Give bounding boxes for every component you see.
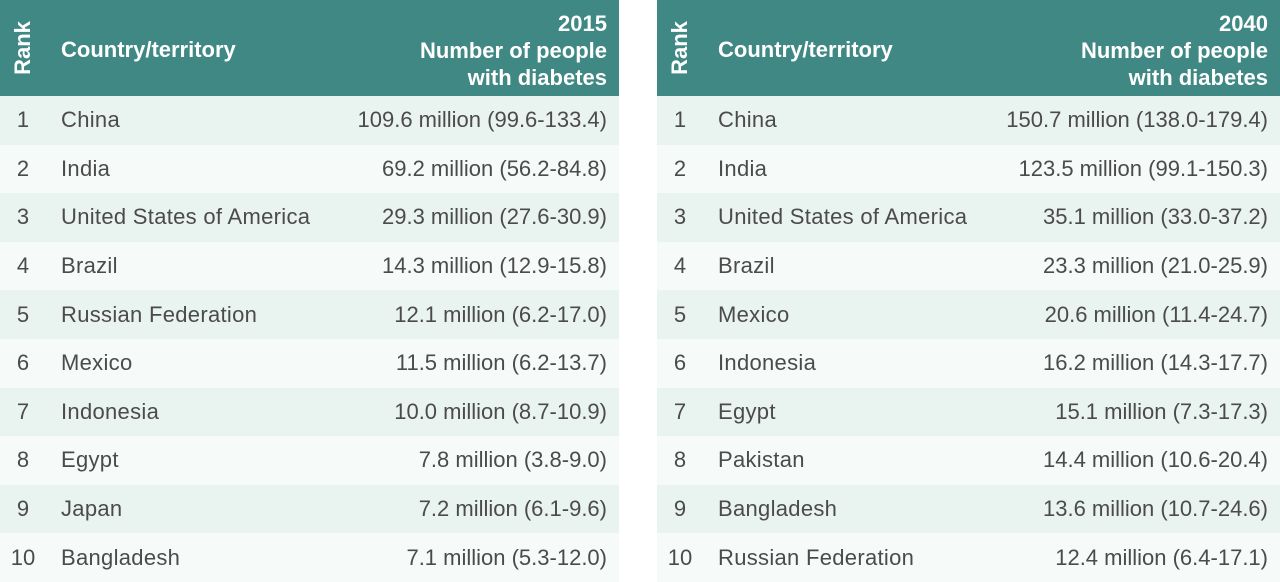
value-cell: 7.1 million (5.3-12.0) xyxy=(406,544,607,570)
table-row: 4 Brazil 14.3 million (12.9-15.8) xyxy=(0,241,619,291)
rank-column-header: Rank xyxy=(10,21,35,75)
value-cell: 23.3 million (21.0-25.9) xyxy=(1042,253,1268,279)
table-2015: Rank Country/territory 2015 Number of pe… xyxy=(0,0,619,582)
year-label: 2015 xyxy=(558,11,607,36)
table-row: 1 China 109.6 million (99.6-133.4) xyxy=(0,96,619,145)
country-cell: Mexico xyxy=(718,301,790,327)
country-cell: Indonesia xyxy=(61,398,160,424)
table-2040: Rank Country/territory 2040 Number of pe… xyxy=(657,0,1280,582)
table-row: 10 Russian Federation 12.4 million (6.4-17… xyxy=(657,533,1280,582)
rank-cell: 5 xyxy=(673,301,687,327)
rank-cell: 1 xyxy=(16,107,30,133)
value-cell: 29.3 million (27.6-30.9) xyxy=(381,204,607,230)
rank-cell: 6 xyxy=(16,350,30,376)
country-cell: Mexico xyxy=(61,350,133,376)
rank-cell: 4 xyxy=(16,253,30,279)
value-cell: 16.2 million (14.3-17.7) xyxy=(1042,350,1268,376)
value-cell: 150.7 million (138.0-179.4) xyxy=(1006,107,1268,133)
rank-column-header: Rank xyxy=(667,21,692,75)
value-header-line1: Number of people xyxy=(1080,38,1268,63)
table-row: 9 Bangladesh 13.6 million (10.7-24.6) xyxy=(657,484,1280,534)
rank-cell: 6 xyxy=(673,350,687,376)
country-cell: Egypt xyxy=(718,398,776,424)
rank-cell: 9 xyxy=(673,496,687,522)
country-cell: Bangladesh xyxy=(718,496,838,522)
table-row: 8 Egypt 7.8 million (3.8-9.0) xyxy=(0,436,619,485)
rank-cell: 9 xyxy=(16,496,30,522)
rank-cell: 8 xyxy=(673,447,687,473)
rank-cell: 5 xyxy=(16,301,30,327)
table-row: 4 Brazil 23.3 million (21.0-25.9) xyxy=(657,241,1280,291)
value-column-header: 2040 Number of people with diabetes xyxy=(1081,10,1268,91)
country-cell: Indonesia xyxy=(718,350,817,376)
table-body: 1 China 109.6 million (99.6-133.4) 2 India 69… xyxy=(0,96,619,582)
value-cell: 123.5 million (99.1-150.3) xyxy=(1018,155,1268,181)
table-row: 3 United States of America 29.3 million (2… xyxy=(0,193,619,242)
country-cell: Bangladesh xyxy=(61,544,181,570)
value-header-line1: Number of people xyxy=(419,38,607,63)
value-cell: 11.5 million (6.2-13.7) xyxy=(395,350,607,376)
rank-cell: 8 xyxy=(16,447,30,473)
value-cell: 12.1 million (6.2-17.0) xyxy=(394,301,607,327)
table-row: 2 India 123.5 million (99.1-150.3) xyxy=(657,144,1280,194)
value-header-line2: with diabetes xyxy=(467,65,607,90)
country-column-header: Country/territory xyxy=(61,37,236,62)
country-cell: India xyxy=(718,155,768,181)
table-row: 7 Indonesia 10.0 million (8.7-10.9) xyxy=(0,387,619,437)
rank-cell: 7 xyxy=(673,398,687,424)
rank-cell: 1 xyxy=(673,107,687,133)
table-row: 3 United States of America 35.1 million (3… xyxy=(657,193,1280,242)
country-cell: Russian Federation xyxy=(61,301,258,327)
table-row: 1 China 150.7 million (138.0-179.4) xyxy=(657,96,1280,145)
table-row: 9 Japan 7.2 million (6.1-9.6) xyxy=(0,484,619,534)
rank-cell: 3 xyxy=(673,204,687,230)
country-cell: United States of America xyxy=(718,204,968,230)
value-cell: 7.2 million (6.1-9.6) xyxy=(418,496,607,522)
table-header: Rank Country/territory 2015 Number of pe… xyxy=(0,0,619,96)
table-row: 7 Egypt 15.1 million (7.3-17.3) xyxy=(657,387,1280,437)
value-cell: 13.6 million (10.7-24.6) xyxy=(1042,496,1268,522)
rank-cell: 10 xyxy=(10,544,36,570)
country-cell: India xyxy=(61,155,111,181)
rank-cell: 10 xyxy=(667,544,693,570)
table-row: 8 Pakistan 14.4 million (10.6-20.4) xyxy=(657,436,1280,485)
table-row: 6 Indonesia 16.2 million (14.3-17.7) xyxy=(657,338,1280,388)
country-cell: Japan xyxy=(61,496,123,522)
rank-cell: 3 xyxy=(16,204,30,230)
country-cell: Brazil xyxy=(718,253,775,279)
country-cell: Pakistan xyxy=(718,447,805,473)
rank-cell: 2 xyxy=(673,155,687,181)
value-cell: 20.6 million (11.4-24.7) xyxy=(1044,301,1268,327)
country-cell: Brazil xyxy=(61,253,118,279)
table-body: 1 China 150.7 million (138.0-179.4) 2 India 1… xyxy=(657,96,1280,582)
country-cell: China xyxy=(718,107,777,133)
table-row: 6 Mexico 11.5 million (6.2-13.7) xyxy=(0,338,619,388)
value-cell: 10.0 million (8.7-10.9) xyxy=(394,398,607,424)
table-row: 5 Mexico 20.6 million (11.4-24.7) xyxy=(657,290,1280,339)
value-cell: 69.2 million (56.2-84.8) xyxy=(381,155,607,181)
value-cell: 109.6 million (99.6-133.4) xyxy=(357,107,607,133)
value-cell: 15.1 million (7.3-17.3) xyxy=(1055,398,1268,424)
country-column-header: Country/territory xyxy=(718,37,893,62)
value-cell: 12.4 million (6.4-17.1) xyxy=(1055,544,1268,570)
table-row: 10 Bangladesh 7.1 million (5.3-12.0) xyxy=(0,533,619,582)
country-cell: Egypt xyxy=(61,447,119,473)
value-header-line2: with diabetes xyxy=(1128,65,1268,90)
rank-cell: 4 xyxy=(673,253,687,279)
value-column-header: 2015 Number of people with diabetes xyxy=(420,10,607,91)
country-cell: Russian Federation xyxy=(718,544,915,570)
year-label: 2040 xyxy=(1219,11,1268,36)
table-row: 5 Russian Federation 12.1 million (6.2-17.… xyxy=(0,290,619,339)
value-cell: 14.3 million (12.9-15.8) xyxy=(381,253,607,279)
table-header: Rank Country/territory 2040 Number of pe… xyxy=(657,0,1280,96)
rank-cell: 2 xyxy=(16,155,30,181)
value-cell: 35.1 million (33.0-37.2) xyxy=(1042,204,1268,230)
value-cell: 7.8 million (3.8-9.0) xyxy=(418,447,607,473)
rank-cell: 7 xyxy=(16,398,30,424)
country-cell: China xyxy=(61,107,120,133)
value-cell: 14.4 million (10.6-20.4) xyxy=(1042,447,1268,473)
country-cell: United States of America xyxy=(61,204,311,230)
table-row: 2 India 69.2 million (56.2-84.8) xyxy=(0,144,619,194)
